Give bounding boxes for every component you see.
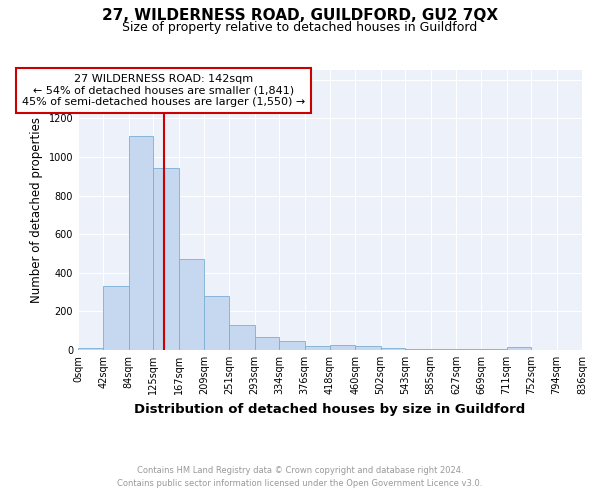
Bar [506, 346, 532, 350]
Bar [204, 296, 229, 350]
Bar [305, 346, 330, 350]
Text: 27, WILDERNESS ROAD, GUILDFORD, GU2 7QX: 27, WILDERNESS ROAD, GUILDFORD, GU2 7QX [102, 8, 498, 22]
Bar [355, 346, 380, 350]
Y-axis label: Number of detached properties: Number of detached properties [30, 117, 43, 303]
Bar [330, 345, 355, 350]
Bar [254, 337, 280, 350]
Bar [128, 136, 154, 350]
Bar [280, 341, 305, 350]
Bar [103, 286, 128, 350]
Text: 27 WILDERNESS ROAD: 142sqm
← 54% of detached houses are smaller (1,841)
45% of s: 27 WILDERNESS ROAD: 142sqm ← 54% of deta… [22, 74, 305, 107]
Text: Size of property relative to detached houses in Guildford: Size of property relative to detached ho… [122, 21, 478, 34]
X-axis label: Distribution of detached houses by size in Guildford: Distribution of detached houses by size … [134, 402, 526, 415]
Bar [179, 259, 204, 350]
Bar [229, 325, 254, 350]
Bar [78, 348, 103, 350]
Text: Contains HM Land Registry data © Crown copyright and database right 2024.
Contai: Contains HM Land Registry data © Crown c… [118, 466, 482, 487]
Bar [154, 168, 179, 350]
Bar [380, 348, 406, 350]
